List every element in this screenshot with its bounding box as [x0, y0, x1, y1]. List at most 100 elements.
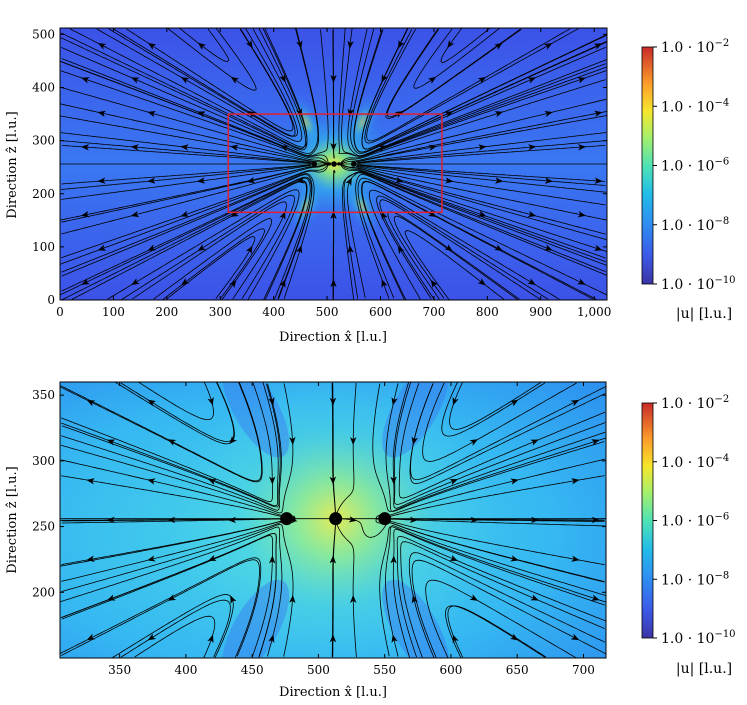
- streamline: [132, 201, 287, 300]
- streamline-arrow: [528, 144, 537, 151]
- streamline: [179, 28, 230, 63]
- streamline: [338, 28, 607, 157]
- streamline-arrow: [230, 210, 240, 217]
- streamline-arrow: [470, 516, 479, 524]
- streamline: [61, 28, 306, 150]
- streamline-arrow: [180, 144, 189, 151]
- streamline-arrow: [391, 634, 398, 643]
- streamline-arrow: [570, 633, 580, 641]
- streamline-arrow: [509, 633, 519, 641]
- streamline-arrow: [577, 278, 586, 285]
- overview-y-axis-label: Direction ẑ [l.u.]: [5, 111, 20, 218]
- particle-marker: [280, 512, 294, 526]
- streamline-arrow: [593, 43, 603, 50]
- streamline: [61, 475, 285, 518]
- zoom-streamlines: [60, 382, 606, 658]
- zoom-x-axis-label: Direction x̂ [l.u.]: [279, 685, 387, 700]
- streamline: [387, 211, 520, 300]
- streamline-arrow: [207, 634, 214, 644]
- streamline-arrow: [147, 478, 156, 485]
- streamline-arrow: [411, 595, 418, 604]
- streamline-arrow: [381, 211, 388, 220]
- streamline: [379, 199, 541, 300]
- streamline: [61, 382, 273, 503]
- streamline-arrow: [245, 245, 253, 255]
- streamline-arrow: [329, 555, 337, 564]
- streamline: [357, 145, 606, 164]
- streamline-arrow: [268, 634, 275, 643]
- streamline: [350, 28, 606, 154]
- streamline-arrow: [397, 245, 405, 255]
- streamline: [166, 235, 256, 300]
- streamline: [332, 169, 336, 299]
- streamline-arrow: [147, 633, 157, 641]
- streamline-arrow: [80, 144, 90, 151]
- x-tick-label: 500: [316, 305, 339, 319]
- y-tick-label: 300: [32, 134, 55, 148]
- streamline-arrow: [296, 245, 303, 254]
- streamline: [393, 215, 518, 300]
- streamline: [358, 164, 606, 186]
- overview-x-ticks: 0 100 200 300 400 500 600 700 800 900 1,000: [56, 28, 611, 319]
- particle-marker: [378, 512, 392, 526]
- streamline: [385, 525, 606, 657]
- streamline-arrow: [430, 279, 438, 289]
- streamline-arrow: [428, 144, 437, 151]
- streamline-arrow: [147, 177, 156, 184]
- speed-lobe: [286, 176, 326, 236]
- streamline-arrow: [86, 478, 95, 485]
- streamline-arrow: [391, 397, 398, 406]
- streamline: [347, 28, 606, 157]
- streamline: [388, 475, 605, 518]
- streamline-arrow: [591, 516, 600, 524]
- x-tick-label: 650: [506, 663, 529, 677]
- streamline-arrow: [494, 111, 504, 118]
- streamline: [60, 28, 319, 156]
- streamline: [355, 111, 607, 162]
- streamline-arrow: [427, 76, 437, 84]
- streamline-arrow: [449, 554, 458, 561]
- streamline-arrow: [570, 399, 580, 407]
- x-tick-label: 600: [369, 305, 392, 319]
- streamline-arrow: [390, 555, 397, 564]
- zoom-x-ticks: 350 400 450 500 550 600 650 700: [108, 382, 595, 677]
- streamline-arrow: [494, 244, 503, 251]
- streamline-arrow: [348, 516, 358, 523]
- streamline-arrow: [289, 436, 296, 446]
- streamline-arrow: [280, 145, 289, 152]
- streamline-arrow: [86, 555, 95, 562]
- streamline-arrow: [543, 43, 553, 50]
- streamline: [376, 195, 549, 300]
- streamline: [61, 534, 274, 658]
- zoom-plot-frame: [59, 381, 607, 659]
- streamline: [445, 605, 546, 658]
- streamline-arrow: [180, 210, 190, 217]
- streamline-arrow: [378, 145, 387, 152]
- streamline: [112, 28, 298, 137]
- streamline-arrow: [207, 396, 214, 406]
- streamline: [61, 559, 260, 658]
- x-tick-label: 700: [422, 305, 445, 319]
- x-tick-label: 700: [572, 663, 595, 677]
- streamline-arrow: [130, 144, 139, 151]
- streamline-arrow: [97, 110, 106, 117]
- overview-plot-frame: [59, 27, 608, 301]
- streamline-arrow: [469, 439, 479, 446]
- streamline-arrow: [329, 634, 337, 643]
- streamline: [343, 171, 607, 299]
- streamline-arrow: [147, 42, 157, 50]
- streamline-arrow: [477, 278, 486, 286]
- colorbar-tick-label: 1.0 · 10−8: [661, 570, 729, 588]
- streamline: [331, 521, 336, 658]
- streamline-arrow: [447, 39, 455, 49]
- streamline-arrow: [398, 40, 405, 49]
- overview-x-axis-label: Direction x̂ [l.u.]: [279, 330, 387, 345]
- speed-lobe: [342, 92, 382, 152]
- streamline: [60, 28, 308, 151]
- streamline: [449, 382, 542, 430]
- streamline: [361, 180, 597, 300]
- streamline: [61, 165, 312, 200]
- streamline: [114, 382, 235, 445]
- streamline-arrow: [531, 516, 540, 524]
- streamline-arrow: [593, 244, 603, 251]
